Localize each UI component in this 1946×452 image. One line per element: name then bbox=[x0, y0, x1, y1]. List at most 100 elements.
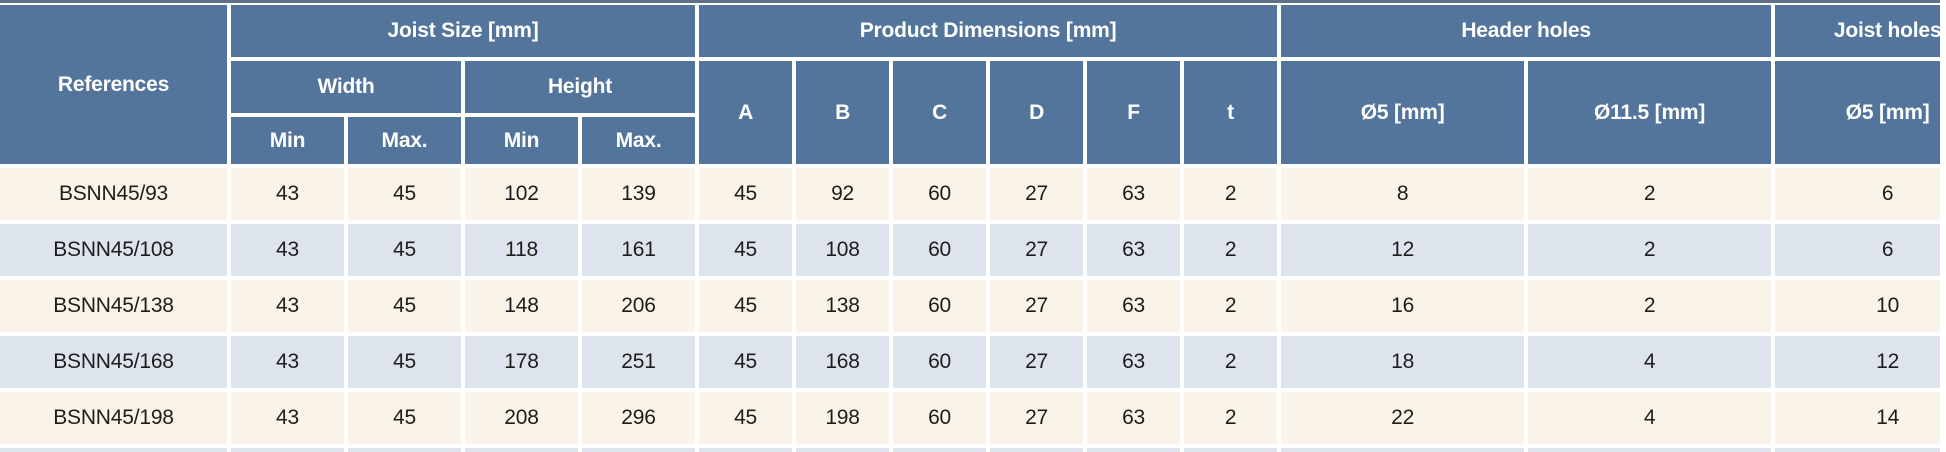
truncated-cell bbox=[582, 448, 696, 452]
truncated-cell bbox=[990, 448, 1084, 452]
value-cell: 43 bbox=[231, 336, 344, 388]
value-cell: 27 bbox=[990, 336, 1084, 388]
value-cell: 60 bbox=[893, 168, 987, 220]
top-border-strip bbox=[0, 0, 1940, 3]
value-cell: 139 bbox=[582, 168, 696, 220]
value-cell: 2 bbox=[1528, 168, 1772, 220]
value-cell: 178 bbox=[465, 336, 578, 388]
value-cell: 18 bbox=[1281, 336, 1525, 388]
value-cell: 63 bbox=[1087, 392, 1181, 444]
value-cell: 45 bbox=[699, 280, 793, 332]
value-cell: 45 bbox=[699, 224, 793, 276]
truncated-cell bbox=[1184, 448, 1278, 452]
value-cell: 27 bbox=[990, 168, 1084, 220]
value-cell: 43 bbox=[231, 168, 344, 220]
value-cell: 2 bbox=[1184, 224, 1278, 276]
header-joist-hole-d5: Ø5 [mm] bbox=[1775, 61, 1940, 164]
value-cell: 2 bbox=[1184, 168, 1278, 220]
header-group-joist-size: Joist Size [mm] bbox=[231, 5, 696, 57]
header-dim-d: D bbox=[990, 61, 1084, 164]
value-cell: 2 bbox=[1184, 336, 1278, 388]
value-cell: 138 bbox=[796, 280, 890, 332]
value-cell: 22 bbox=[1281, 392, 1525, 444]
value-cell: 6 bbox=[1775, 224, 1940, 276]
header-height-max: Max. bbox=[582, 117, 696, 164]
value-cell: 43 bbox=[231, 392, 344, 444]
header-dim-b: B bbox=[796, 61, 890, 164]
truncated-cell bbox=[231, 448, 344, 452]
truncated-cell bbox=[1528, 448, 1772, 452]
value-cell: 102 bbox=[465, 168, 578, 220]
header-row-subgroups: Width Height A B C D F t Ø5 [mm] Ø11.5 [… bbox=[0, 61, 1940, 164]
value-cell: 2 bbox=[1528, 280, 1772, 332]
table-row: BSNN45/168 43 45 178 251 45 168 60 27 63 2 18 4 12 bbox=[0, 336, 1940, 388]
header-hole-d5: Ø5 [mm] bbox=[1281, 61, 1525, 164]
header-width-max: Max. bbox=[348, 117, 461, 164]
reference-cell: BSNN45/108 bbox=[0, 224, 227, 276]
header-group-header-holes: Header holes bbox=[1281, 5, 1772, 57]
value-cell: 63 bbox=[1087, 336, 1181, 388]
value-cell: 161 bbox=[582, 224, 696, 276]
value-cell: 2 bbox=[1184, 392, 1278, 444]
value-cell: 118 bbox=[465, 224, 578, 276]
value-cell: 10 bbox=[1775, 280, 1940, 332]
value-cell: 206 bbox=[582, 280, 696, 332]
value-cell: 63 bbox=[1087, 280, 1181, 332]
header-group-joist-holes: Joist holes bbox=[1775, 5, 1940, 57]
value-cell: 45 bbox=[348, 224, 461, 276]
truncated-cell bbox=[1775, 448, 1940, 452]
value-cell: 14 bbox=[1775, 392, 1940, 444]
header-row-groups: References Joist Size [mm] Product Dimen… bbox=[0, 5, 1940, 164]
value-cell: 45 bbox=[699, 168, 793, 220]
header-row-minmax: Min Max. Min Max. bbox=[0, 117, 1940, 164]
value-cell: 148 bbox=[465, 280, 578, 332]
value-cell: 27 bbox=[990, 224, 1084, 276]
truncated-cell bbox=[1281, 448, 1525, 452]
value-cell: 12 bbox=[1281, 224, 1525, 276]
value-cell: 108 bbox=[796, 224, 890, 276]
value-cell: 4 bbox=[1528, 392, 1772, 444]
spec-table: References Joist Size [mm] Product Dimen… bbox=[0, 5, 1940, 452]
top-gap bbox=[0, 3, 1940, 5]
value-cell: 198 bbox=[796, 392, 890, 444]
reference-cell: BSNN45/138 bbox=[0, 280, 227, 332]
value-cell: 45 bbox=[348, 392, 461, 444]
value-cell: 16 bbox=[1281, 280, 1525, 332]
header-dim-c: C bbox=[893, 61, 987, 164]
header-hole-d11-5: Ø11.5 [mm] bbox=[1528, 61, 1772, 164]
truncated-cell bbox=[893, 448, 987, 452]
header-group-product-dimensions: Product Dimensions [mm] bbox=[699, 5, 1278, 57]
header-height-group: Height bbox=[465, 61, 696, 113]
value-cell: 45 bbox=[348, 280, 461, 332]
value-cell: 45 bbox=[699, 392, 793, 444]
table-row: BSNN45/108 43 45 118 161 45 108 60 27 63 2 12 2 6 bbox=[0, 224, 1940, 276]
value-cell: 63 bbox=[1087, 168, 1181, 220]
table-body: BSNN45/93 43 45 102 139 45 92 60 27 63 2 8 2 6 BSNN45/… bbox=[0, 168, 1940, 452]
value-cell: 45 bbox=[348, 336, 461, 388]
value-cell: 60 bbox=[893, 280, 987, 332]
value-cell: 45 bbox=[699, 336, 793, 388]
value-cell: 2 bbox=[1184, 280, 1278, 332]
truncated-row bbox=[0, 448, 1940, 452]
value-cell: 12 bbox=[1775, 336, 1940, 388]
table-row: BSNN45/138 43 45 148 206 45 138 60 27 63 2 16 2 10 bbox=[0, 280, 1940, 332]
header-width-group: Width bbox=[231, 61, 461, 113]
header-dim-a: A bbox=[699, 61, 793, 164]
truncated-cell bbox=[465, 448, 578, 452]
reference-cell: BSNN45/93 bbox=[0, 168, 227, 220]
truncated-cell bbox=[0, 448, 227, 452]
value-cell: 43 bbox=[231, 224, 344, 276]
reference-cell: BSNN45/168 bbox=[0, 336, 227, 388]
table-header: References Joist Size [mm] Product Dimen… bbox=[0, 5, 1940, 164]
value-cell: 27 bbox=[990, 280, 1084, 332]
table-row: BSNN45/198 43 45 208 296 45 198 60 27 63 2 22 4 14 bbox=[0, 392, 1940, 444]
value-cell: 60 bbox=[893, 392, 987, 444]
reference-cell: BSNN45/198 bbox=[0, 392, 227, 444]
header-dim-t: t bbox=[1184, 61, 1278, 164]
value-cell: 92 bbox=[796, 168, 890, 220]
header-references: References bbox=[0, 5, 227, 164]
value-cell: 296 bbox=[582, 392, 696, 444]
value-cell: 43 bbox=[231, 280, 344, 332]
truncated-cell bbox=[699, 448, 793, 452]
value-cell: 60 bbox=[893, 336, 987, 388]
